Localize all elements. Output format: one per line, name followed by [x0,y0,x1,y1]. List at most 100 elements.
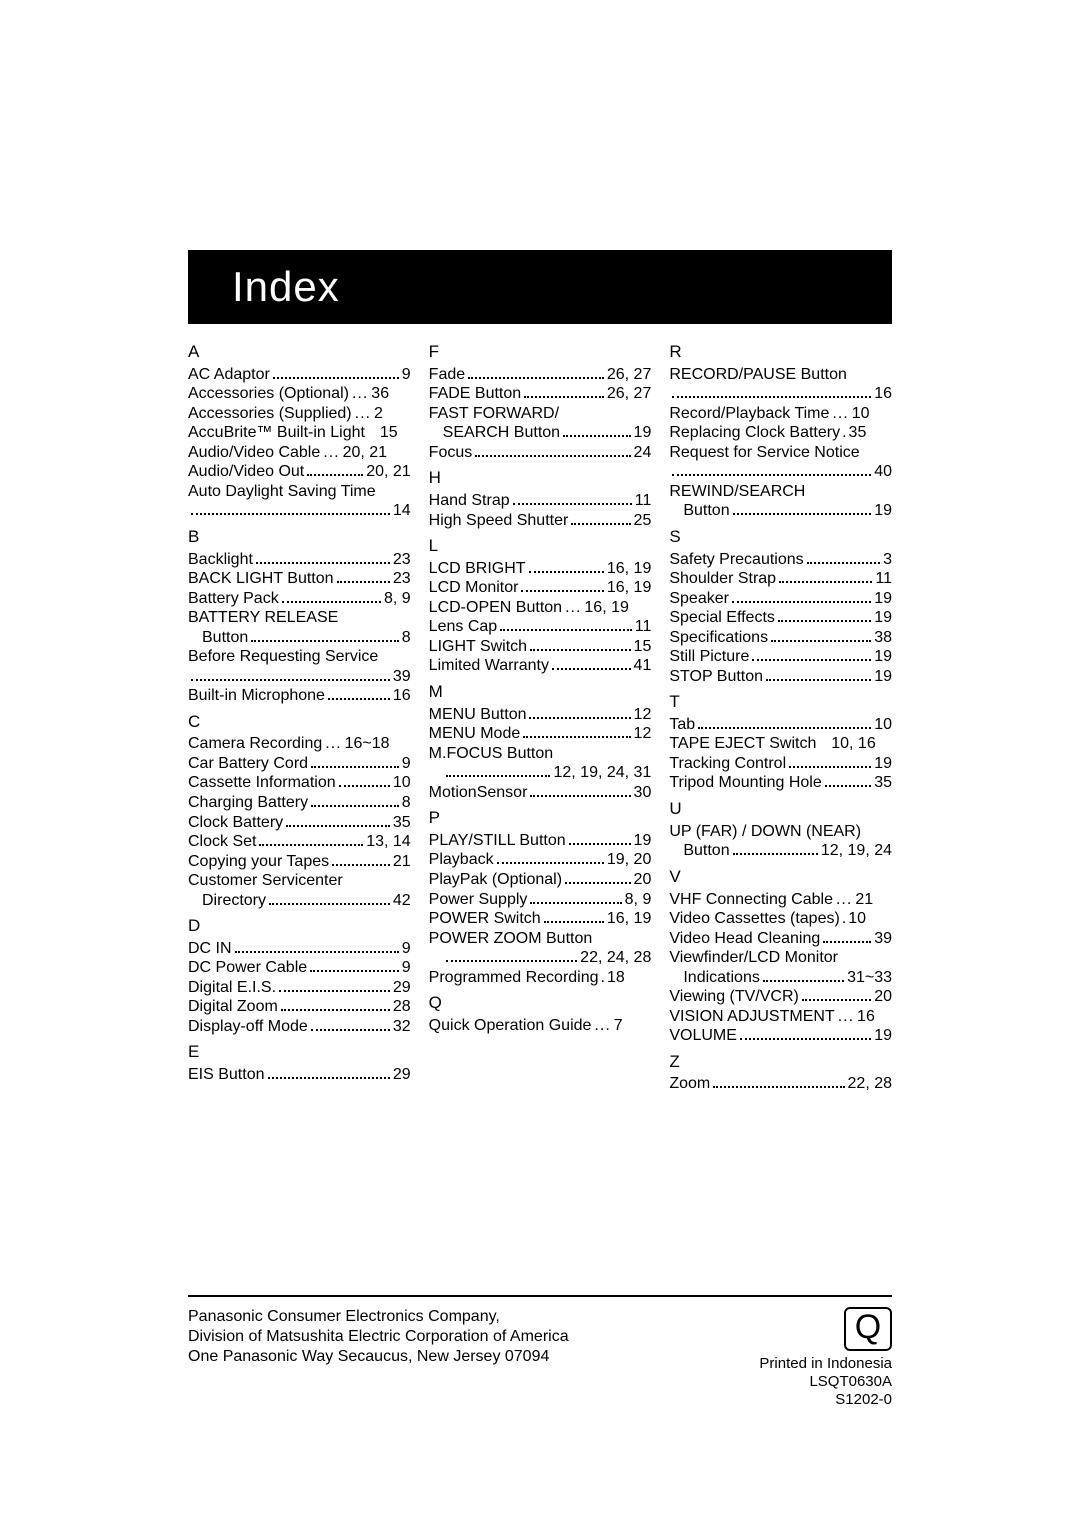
index-entry-leader [825,775,872,788]
index-entry-page: 9 [402,754,411,774]
index-entry: Accessories (Optional) ... 36 [188,384,411,404]
index-entry: POWER Switch16, 19 [429,909,652,929]
index-entry-label: DC IN [188,939,232,959]
index-entry-leader [672,385,871,398]
index-entry-page: 13, 14 [366,832,410,852]
index-entry: POWER ZOOM Button [429,929,652,949]
index-entry-leader [259,833,363,846]
index-entry-page: 12 [634,705,652,725]
index-entry-label: BATTERY RELEASE [188,608,338,628]
index-entry-leader [752,648,871,661]
index-entry-label: Digital Zoom [188,997,278,1017]
index-entry-page: 26, 27 [607,365,651,385]
index-entry-label: Specifications [669,628,768,648]
index-entry: Viewing (TV/VCR) 20 [669,987,892,1007]
index-entry-label: Clock Battery [188,813,283,833]
index-column: RRECORD/PAUSE Button16Record/Playback Ti… [669,336,892,1094]
index-entry-label: Battery Pack [188,589,279,609]
index-entry-label: Special Effects [669,608,775,628]
index-entry-label: AccuBrite™ Built-in Light [188,423,365,443]
index-entry-label: VISION ADJUSTMENT [669,1007,834,1027]
index-entry: Fade 26, 27 [429,365,652,385]
index-entry-leader [513,492,632,505]
index-entry-page: 30 [634,783,652,803]
index-entry-page: 12 [634,724,652,744]
index-entry-label: Safety Precautions [669,550,803,570]
index-entry-label: Tripod Mounting Hole [669,773,821,793]
index-entry-page: 28 [393,997,411,1017]
index-entry-leader [279,979,390,992]
index-entry-label: LCD BRIGHT [429,559,526,579]
index-entry: STOP Button19 [669,667,892,687]
index-entry: M.FOCUS Button [429,744,652,764]
index-entry-label: M.FOCUS Button [429,744,553,764]
index-entry-page: 22, 28 [848,1074,892,1094]
index-entry: Customer Servicenter [188,871,411,891]
index-entry-leader [529,560,604,573]
index-entry-page: 19, 20 [607,850,651,870]
index-entry-page: 8 [402,628,411,648]
index-entry: PlayPak (Optional)20 [429,870,652,890]
index-entry-label: Fade [429,365,465,385]
index-entry-page: 9 [402,939,411,959]
index-entry-page: 12, 19, 24 [821,841,892,861]
index-entry: 40 [669,462,892,482]
index-columns: AAC Adaptor9Accessories (Optional) ... 3… [188,336,892,1094]
index-entry-leader [281,999,390,1012]
index-entry-label: BACK LIGHT Button [188,569,334,589]
index-entry-page: 16 [874,384,892,404]
index-entry: SEARCH Button19 [429,423,652,443]
index-entry-page: 11 [875,569,892,589]
index-column: AAC Adaptor9Accessories (Optional) ... 3… [188,336,411,1094]
index-entry: DC IN 9 [188,939,411,959]
index-entry-label: Accessories (Supplied) [188,404,352,424]
index-entry: Battery Pack8, 9 [188,589,411,609]
index-entry-leader [468,366,604,379]
index-entry-label: Viewfinder/LCD Monitor [669,948,838,968]
index-entry-page: 10 [393,773,411,793]
index-entry-label: Car Battery Cord [188,754,308,774]
index-entry: Digital E.I.S.29 [188,978,411,998]
index-letter: M [429,682,652,703]
index-entry-label: Viewing (TV/VCR) [669,987,799,1007]
index-entry: LCD-OPEN Button ... 16, 19 [429,598,652,618]
index-entry-leader: ... [836,890,852,903]
index-entry: Audio/Video Cable ... 20, 21 [188,443,411,463]
index-entry-leader [563,424,630,437]
index-entry: VOLUME19 [669,1026,892,1046]
index-entry: Camera Recording ... 16~18 [188,734,411,754]
index-letter: T [669,692,892,713]
index-letter: D [188,916,411,937]
index-entry-label: Charging Battery [188,793,308,813]
index-entry-page: 19 [634,831,652,851]
index-entry: LIGHT Switch15 [429,637,652,657]
index-entry: Record/Playback Time ... 10 [669,404,892,424]
index-entry-label: FAST FORWARD/ [429,404,559,424]
index-entry: Programmed Recording . 18 [429,968,652,988]
index-entry-label: Video Cassettes (tapes) [669,909,839,929]
index-entry-page: 3 [883,550,892,570]
index-entry-page: 7 [614,1016,623,1036]
index-entry-leader [733,503,872,516]
index-entry-label: Playback [429,850,494,870]
index-entry-page: 10, 16 [831,734,875,754]
index-entry-page: 39 [393,667,411,687]
index-entry: LCD Monitor16, 19 [429,578,652,598]
index-entry-page: 41 [634,656,652,676]
index-entry-label: MotionSensor [429,783,528,803]
index-entry: Replacing Clock Battery . 35 [669,423,892,443]
index-entry-label: Clock Set [188,832,256,852]
index-entry-leader [544,910,604,923]
index-entry-leader [475,444,630,457]
index-entry-page: 20 [874,987,892,1007]
index-entry: Clock Set 13, 14 [188,832,411,852]
index-letter: P [429,808,652,829]
index-entry-page: 16 [857,1007,875,1027]
index-entry: Cassette Information10 [188,773,411,793]
index-entry-label: Digital E.I.S. [188,978,276,998]
q-badge-letter: Q [855,1307,881,1348]
index-entry-page: 19 [634,423,652,443]
index-entry: Special Effects19 [669,608,892,628]
index-entry-page: 35 [393,813,411,833]
index-letter: F [429,342,652,363]
